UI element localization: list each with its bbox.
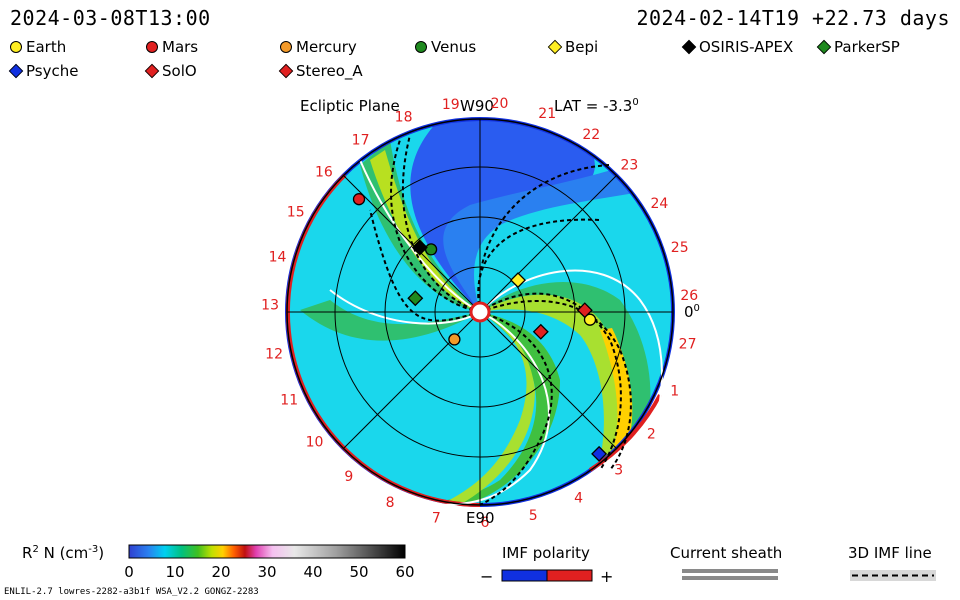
- carrington-tick-18: 18: [395, 109, 413, 125]
- carrington-tick-17: 17: [352, 132, 370, 148]
- colorbar-tick-0: 0: [124, 563, 134, 581]
- carrington-tick-7: 7: [432, 510, 441, 526]
- plane-label: Ecliptic Plane: [300, 97, 400, 115]
- sheath-swatch-1: [682, 569, 778, 573]
- imf-minus: −: [480, 567, 493, 586]
- body-venus: [424, 243, 438, 256]
- carrington-ticks: 19 20212223242526271234567891011121314151…: [261, 96, 698, 531]
- sun-marker: [469, 301, 491, 323]
- carrington-tick-13: 13: [261, 298, 279, 314]
- legend-label: SolO: [162, 62, 197, 80]
- carrington-tick-24: 24: [650, 196, 668, 212]
- body-stereo-a: [576, 302, 593, 319]
- legend-label: Mercury: [296, 38, 357, 56]
- carrington-tick-14: 14: [269, 250, 287, 266]
- legend-item-solo: SolO: [144, 62, 197, 80]
- legend-item-stereo-a: Stereo_A: [278, 62, 363, 80]
- colorbar-tick-60: 60: [395, 563, 414, 581]
- body-earth: [583, 313, 597, 326]
- model-info: ENLIL-2.7 lowres-2282-a3b1f WSA_V2.2 GON…: [4, 587, 259, 597]
- legend-label: Bepi: [565, 38, 599, 56]
- imf3d-title: 3D IMF line: [848, 544, 932, 562]
- lat-label: LAT = -3.30: [554, 97, 639, 115]
- body-markers: [352, 193, 608, 462]
- carrington-tick-26: 26: [680, 288, 698, 304]
- legend-item-osiris-apex: OSIRIS-APEX: [681, 38, 794, 56]
- colorbar-ticks: 0 10 20 30 40 50 60: [124, 563, 414, 581]
- carrington-tick-9: 9: [344, 469, 353, 485]
- current-sheath-title: Current sheath: [670, 544, 782, 562]
- imf-polarity-title: IMF polarity: [502, 544, 590, 562]
- carrington-tick-21: 21: [538, 106, 556, 122]
- carrington-tick-10: 10: [306, 434, 324, 450]
- right-label: 00: [684, 303, 700, 321]
- carrington-tick-3: 3: [614, 463, 623, 479]
- top-label: W90: [460, 97, 494, 115]
- carrington-tick-6: 6: [480, 515, 489, 531]
- bottom-label: E90: [466, 509, 495, 527]
- body-parkersp: [407, 290, 424, 307]
- imf-positive-swatch: [546, 569, 593, 582]
- legend-marker: [10, 41, 22, 53]
- run-info: 2024-02-14T19 +22.73 days: [636, 6, 950, 30]
- carrington-tick-22: 22: [582, 127, 600, 143]
- carrington-tick-15: 15: [287, 204, 305, 220]
- legend-label: ParkerSP: [834, 38, 900, 56]
- colorbar-label: R2 N (cm-3): [22, 544, 104, 562]
- carrington-tick-4: 4: [574, 490, 583, 506]
- carrington-tick-19: 19: [442, 97, 460, 113]
- carrington-tick-8: 8: [386, 495, 395, 511]
- colorbar-tick-50: 50: [349, 563, 368, 581]
- legend-label: OSIRIS-APEX: [699, 38, 794, 56]
- legend-item-earth: Earth: [10, 38, 66, 56]
- colorbar-tick-10: 10: [165, 563, 184, 581]
- carrington-tick-16: 16: [315, 165, 333, 181]
- legend-item-mercury: Mercury: [280, 38, 357, 56]
- legend-item-parkersp: ParkerSP: [816, 38, 900, 56]
- imf-negative-swatch: [501, 569, 548, 582]
- carrington-tick-12: 12: [265, 346, 283, 362]
- body-solo: [532, 323, 549, 340]
- legend-item-psyche: Psyche: [8, 62, 79, 80]
- body-legend: Earth Mars Mercury Venus Bepi OSIRIS-APEX Park…: [0, 38, 960, 88]
- body-psyche: [591, 445, 608, 462]
- legend-marker: [280, 41, 292, 53]
- sheath-swatch-2: [682, 576, 778, 580]
- body-mars: [352, 193, 366, 206]
- body-osiris-apex: [411, 239, 428, 256]
- legend-item-mars: Mars: [146, 38, 198, 56]
- legend-label: Psyche: [26, 62, 79, 80]
- body-bepi: [510, 272, 526, 289]
- carrington-tick-27: 27: [679, 337, 697, 353]
- body-mercury: [448, 333, 461, 346]
- legend-label: Earth: [26, 38, 67, 56]
- carrington-tick-1: 1: [670, 384, 679, 400]
- carrington-tick-2: 2: [647, 426, 656, 442]
- legend-marker: [415, 41, 427, 53]
- imf-plus: +: [600, 567, 613, 586]
- legend-item-venus: Venus: [415, 38, 476, 56]
- legend-marker: [146, 41, 158, 53]
- colorbar-tick-40: 40: [303, 563, 322, 581]
- carrington-tick-11: 11: [280, 393, 298, 409]
- simulation-time: 2024-03-08T13:00: [10, 6, 211, 30]
- colorbar-tick-20: 20: [211, 563, 230, 581]
- carrington-tick-20: 20: [491, 96, 509, 112]
- legend-item-bepi: Bepi: [547, 38, 599, 56]
- carrington-tick-5: 5: [529, 508, 538, 524]
- legend-label: Stereo_A: [296, 62, 363, 80]
- colorbar-tick-30: 30: [257, 563, 276, 581]
- legend-label: Mars: [162, 38, 199, 56]
- colorbar: [128, 544, 406, 559]
- carrington-tick-23: 23: [620, 157, 638, 173]
- legend-label: Venus: [431, 38, 477, 56]
- carrington-tick-25: 25: [671, 240, 689, 256]
